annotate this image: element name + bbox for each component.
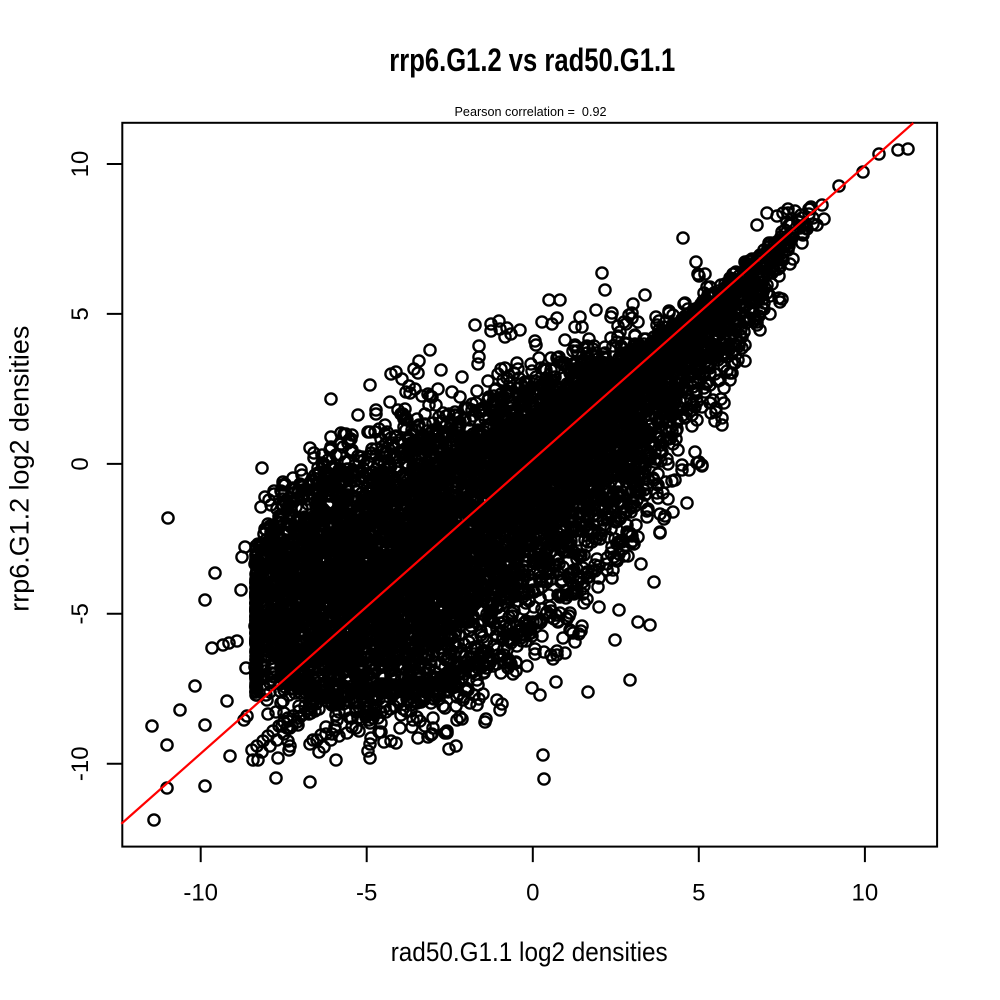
svg-text:rrp6.G1.2 vs rad50.G1.1: rrp6.G1.2 vs rad50.G1.1 <box>389 42 675 78</box>
svg-text:-10: -10 <box>67 746 94 781</box>
svg-text:5: 5 <box>67 307 94 320</box>
svg-text:rrp6.G1.2 log2 densities: rrp6.G1.2 log2 densities <box>4 326 34 612</box>
svg-text:5: 5 <box>692 880 705 907</box>
svg-text:10: 10 <box>67 151 94 178</box>
svg-text:rad50.G1.1 log2 densities: rad50.G1.1 log2 densities <box>391 937 668 967</box>
svg-text:0: 0 <box>67 457 94 470</box>
svg-text:-10: -10 <box>183 880 218 907</box>
svg-text:-5: -5 <box>356 880 377 907</box>
svg-text:0: 0 <box>526 880 539 907</box>
svg-text:Pearson correlation = 0.92: Pearson correlation = 0.92 <box>455 104 607 119</box>
svg-text:-5: -5 <box>67 603 94 624</box>
svg-text:10: 10 <box>852 880 879 907</box>
